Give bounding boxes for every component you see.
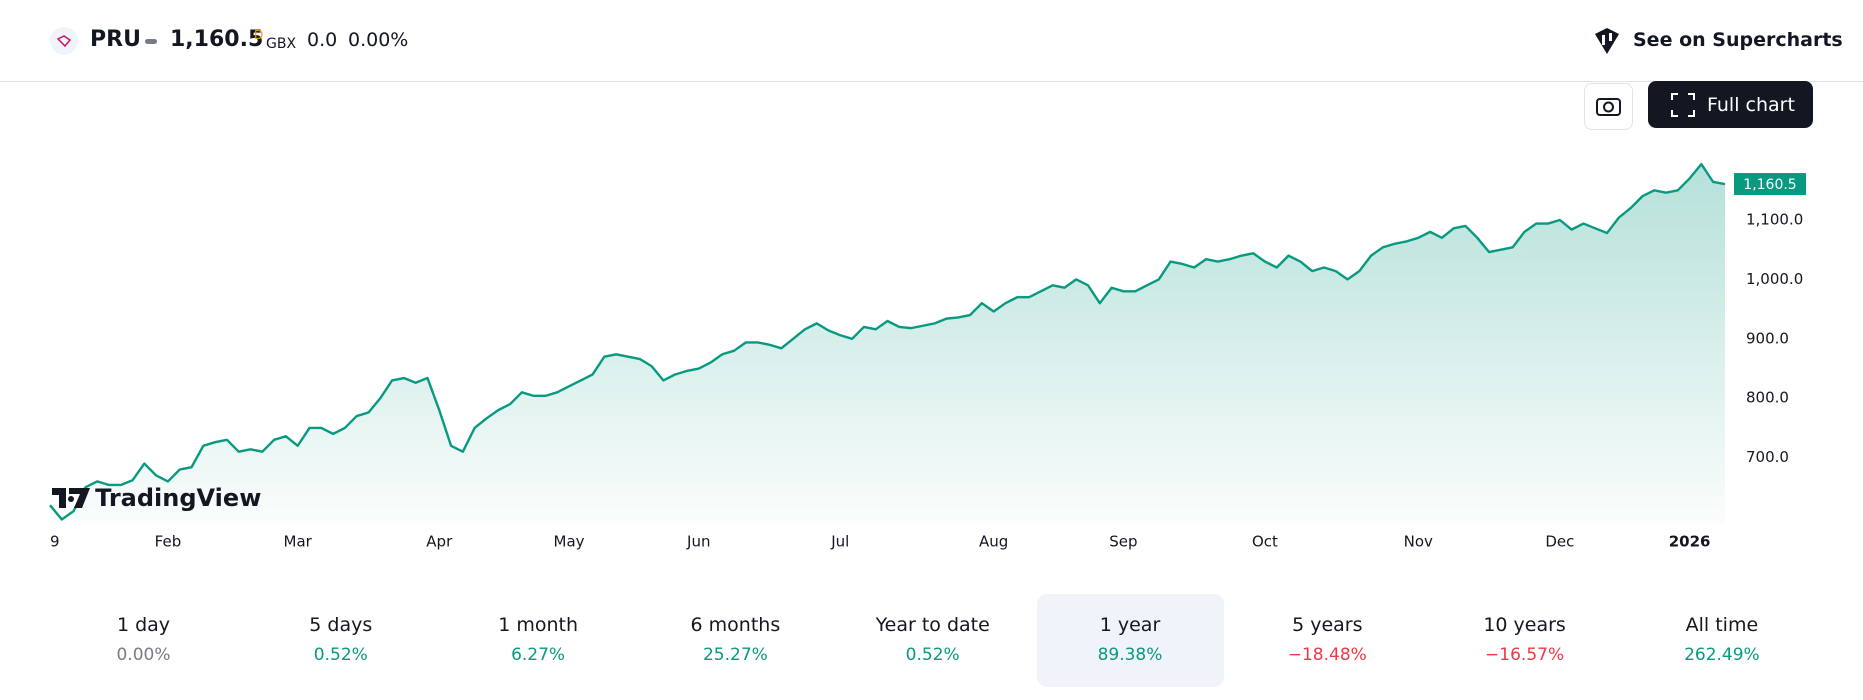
- supercharts-icon[interactable]: [1592, 26, 1622, 56]
- x-tick-label: Dec: [1545, 533, 1574, 551]
- last-price-label: 1,160.5: [1743, 177, 1796, 193]
- period-tab[interactable]: 6 months 25.27%: [642, 594, 829, 687]
- period-label[interactable]: All time: [1685, 614, 1759, 636]
- period-change: 0.00%: [116, 645, 171, 665]
- period-label[interactable]: 10 years: [1483, 614, 1566, 636]
- period-change: −16.57%: [1485, 645, 1565, 665]
- brand-logo: [52, 488, 90, 508]
- period-tab[interactable]: 1 month 6.27%: [445, 594, 632, 687]
- currency: GBX: [266, 36, 297, 52]
- x-tick-label: Jul: [830, 533, 849, 551]
- x-tick-label: Feb: [155, 533, 182, 551]
- snapshot-button[interactable]: [1584, 83, 1633, 130]
- period-label[interactable]: 5 days: [309, 614, 373, 636]
- period-label[interactable]: 1 month: [498, 614, 578, 636]
- period-change: 89.38%: [1097, 645, 1163, 665]
- full-chart-label[interactable]: Full chart: [1707, 94, 1795, 116]
- period-tab[interactable]: 1 day 0.00%: [50, 594, 237, 687]
- y-tick-label: 800.0: [1746, 389, 1789, 407]
- supercharts-link[interactable]: See on Supercharts: [1633, 29, 1843, 51]
- period-label[interactable]: 6 months: [690, 614, 781, 636]
- y-tick-label: 700.0: [1746, 448, 1789, 466]
- fullscreen-icon: [1671, 93, 1695, 117]
- period-tab[interactable]: Year to date 0.52%: [839, 594, 1026, 687]
- period-label[interactable]: 1 year: [1099, 614, 1161, 636]
- x-tick-label: Sep: [1109, 533, 1137, 551]
- brand: TradingView: [52, 484, 261, 512]
- change: 0.0: [307, 29, 338, 51]
- header: PRU 1,160.5 D GBX 0.0 0.00% See on Super…: [0, 0, 1863, 82]
- x-tick-label: May: [554, 533, 585, 551]
- x-tick-label: Aug: [979, 533, 1008, 551]
- period-label[interactable]: Year to date: [875, 614, 990, 636]
- y-tick-label: 1,000.0: [1746, 270, 1803, 288]
- period-tab[interactable]: 5 years −18.48%: [1234, 594, 1421, 687]
- x-tick-label: 9: [50, 533, 60, 551]
- period-tab[interactable]: All time 262.49%: [1628, 594, 1815, 687]
- chart: 700.0 800.0 900.0 1,000.0 1,100.0 9 Feb Mar Apr M…: [49, 162, 1806, 551]
- interval: D: [254, 28, 264, 42]
- x-tick-label: Apr: [426, 533, 453, 551]
- y-tick-label: 900.0: [1746, 329, 1789, 347]
- symbol: PRU: [90, 27, 141, 52]
- period-change: 6.27%: [511, 645, 566, 665]
- period-tab[interactable]: 1 year 89.38%: [1036, 594, 1224, 687]
- x-tick-label: Jun: [686, 533, 710, 551]
- y-tick-label: 1,100.0: [1746, 211, 1803, 229]
- full-chart-button[interactable]: Full chart: [1648, 81, 1813, 128]
- price-line: [49, 162, 1726, 521]
- period-tab[interactable]: 10 years −16.57%: [1431, 594, 1618, 687]
- period-label[interactable]: 1 day: [116, 614, 171, 636]
- price: 1,160.5: [170, 27, 264, 52]
- period-label[interactable]: 5 years: [1292, 614, 1363, 636]
- period-change: −18.48%: [1287, 645, 1367, 665]
- status-dot: [145, 39, 157, 44]
- x-tick-label: Nov: [1404, 533, 1433, 551]
- x-tick-label: Oct: [1252, 533, 1278, 551]
- x-tick-label: Mar: [284, 533, 313, 551]
- x-tick-label: 2026: [1669, 533, 1711, 551]
- period-change: 25.27%: [702, 645, 768, 665]
- period-change: 0.52%: [905, 645, 960, 665]
- brand-name: TradingView: [95, 484, 262, 512]
- period-tab[interactable]: 5 days 0.52%: [247, 594, 434, 687]
- period-change: 0.52%: [313, 645, 368, 665]
- period-change: 262.49%: [1684, 645, 1760, 665]
- symbol-logo: [50, 27, 78, 55]
- camera-icon: [1596, 98, 1621, 116]
- area-fill: [50, 164, 1725, 523]
- change-percent: 0.00%: [348, 29, 409, 51]
- last-price-badge: [1734, 173, 1806, 196]
